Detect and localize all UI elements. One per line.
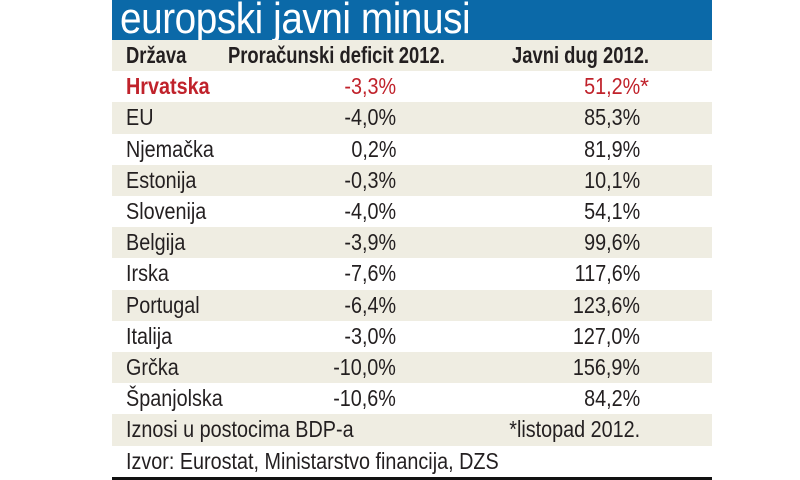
deficit-cell: -10,0%	[333, 354, 396, 380]
table-row: Hrvatska -3,3% 51,2% *	[112, 71, 712, 102]
country-cell: Grčka	[126, 354, 179, 380]
deficit-cell: 0,2%	[350, 135, 396, 162]
header-row: Država Proračunski deficit 2012. Javni d…	[112, 40, 712, 72]
table-row: Slovenija -4,0% 54,1%	[112, 196, 712, 227]
column-header-country: Država	[126, 42, 187, 68]
country-cell: Italija	[126, 322, 173, 349]
source-note: Izvor: Eurostat, Ministarstvo financija,…	[126, 447, 499, 474]
debt-cell: 117,6%	[574, 260, 640, 287]
table-row: Estonija -0,3% 10,1%	[112, 164, 712, 196]
debt-cell: 81,9%	[583, 135, 640, 162]
debt-cell: 51,2%	[583, 73, 640, 100]
table-row: Portugal -6,4% 123,6%	[112, 289, 712, 321]
debt-cell: 85,3%	[583, 104, 640, 131]
table-infographic: europski javni minusi Država Proračunski…	[112, 0, 712, 480]
deficit-cell: -3,0%	[344, 322, 396, 349]
table-row: Grčka -10,0% 156,9%	[112, 352, 712, 384]
deficit-cell: -4,0%	[344, 198, 396, 224]
country-cell: EU	[126, 104, 154, 131]
country-cell: Portugal	[126, 291, 200, 318]
table-row: Njemačka 0,2% 81,9%	[112, 134, 712, 165]
debt-cell: 99,6%	[583, 229, 640, 256]
country-cell: Irska	[126, 260, 169, 287]
deficit-cell: -7,6%	[344, 260, 396, 287]
deficit-cell: -6,4%	[344, 291, 396, 318]
deficit-cell: -3,3%	[344, 73, 396, 100]
country-cell: Španjolska	[126, 385, 223, 412]
deficit-cell: -0,3%	[344, 166, 396, 193]
column-header-deficit: Proračunski deficit 2012.	[228, 42, 445, 68]
table-row: Irska -7,6% 117,6%	[112, 258, 712, 289]
deficit-cell: -4,0%	[344, 104, 396, 131]
deficit-cell: -3,9%	[344, 229, 396, 256]
table-row: Italija -3,0% 127,0%	[112, 321, 712, 352]
debt-cell: 10,1%	[583, 166, 640, 193]
country-cell: Slovenija	[126, 198, 207, 224]
country-cell: Njemačka	[126, 135, 214, 162]
country-cell: Belgija	[126, 229, 186, 256]
footer-units-row: Iznosi u postocima BDP-a *listopad 2012.	[112, 414, 712, 446]
debt-cell: 123,6%	[572, 291, 640, 318]
chart-title: europski javni minusi	[120, 0, 471, 43]
debt-cell: 156,9%	[572, 354, 640, 380]
units-note: Iznosi u postocima BDP-a	[126, 416, 354, 443]
footnote-marker: *	[640, 73, 649, 100]
title-bar: europski javni minusi	[112, 0, 712, 43]
debt-cell: 84,2%	[583, 385, 640, 412]
date-note: *listopad 2012.	[509, 416, 640, 443]
table-row: Španjolska -10,6% 84,2%	[112, 383, 712, 414]
table-row: EU -4,0% 85,3%	[112, 102, 712, 134]
debt-cell: 127,0%	[572, 322, 640, 349]
bottom-rule	[112, 477, 712, 480]
table-row: Belgija -3,9% 99,6%	[112, 227, 712, 259]
country-cell: Hrvatska	[126, 73, 210, 100]
debt-cell: 54,1%	[583, 198, 640, 224]
country-cell: Estonija	[126, 166, 197, 193]
footer-source-row: Izvor: Eurostat, Ministarstvo financija,…	[112, 446, 712, 477]
column-header-debt: Javni dug 2012.	[512, 42, 650, 68]
deficit-cell: -10,6%	[333, 385, 396, 412]
